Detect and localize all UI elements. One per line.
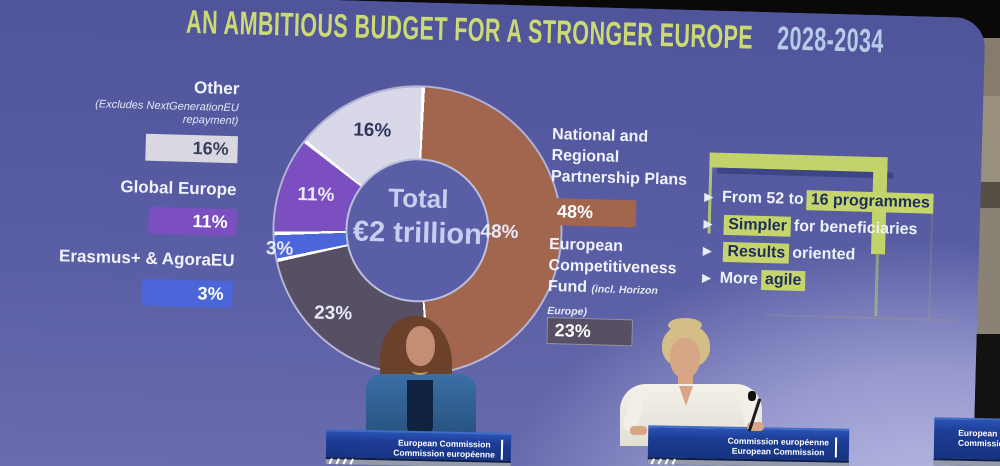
podium-line2: Commission européenne bbox=[393, 447, 495, 460]
podium-right-text: Commission européenne European Commissio… bbox=[727, 436, 829, 458]
legend-value-global-europe: 11% bbox=[148, 206, 237, 237]
podium-left-text: European Commission Commission européenn… bbox=[393, 437, 495, 460]
bullet-list: ▶ From 52 to 16 programmes ▶ Simpler for… bbox=[702, 187, 995, 303]
podium-far-right: European Commission Commission européenn… bbox=[933, 417, 1000, 466]
bullet-arrow-icon: ▶ bbox=[704, 191, 714, 204]
legend-label-global-europe: Global Europe bbox=[120, 176, 237, 200]
speaker-left-necklace bbox=[412, 366, 428, 375]
legend-note-other: (Excludes NextGenerationEU repayment) bbox=[0, 96, 239, 129]
bullet-highlight: agile bbox=[760, 269, 806, 291]
podium-base bbox=[647, 457, 849, 466]
podium-left: European Commission Commission européenn… bbox=[325, 429, 512, 466]
screen-seam-horizontal bbox=[765, 314, 956, 322]
slice-label-11: 11% bbox=[297, 183, 335, 206]
legend-value-erasmus: 3% bbox=[141, 278, 233, 309]
speaker-right-hand-right bbox=[747, 422, 764, 431]
legend-label-competitiveness-fund: European Competitiveness Fund (incl. Hor… bbox=[547, 234, 701, 326]
speaker-left-shirt bbox=[407, 380, 433, 436]
slice-label-3: 3% bbox=[265, 238, 294, 260]
legend-label-other: Other bbox=[193, 78, 240, 99]
bullet-arrow-icon: ▶ bbox=[703, 218, 713, 231]
legend-value-partnership-plans: 48% bbox=[549, 198, 637, 228]
podium-tick-marks bbox=[328, 458, 354, 465]
podium-right: Commission européenne European Commissio… bbox=[647, 425, 850, 466]
speaker-right-neck bbox=[678, 372, 693, 386]
bullet-item: ▶ Simpler for beneficiaries bbox=[703, 214, 993, 241]
bullet-item: ▶ Results oriented bbox=[703, 241, 993, 268]
podium-divider-bar bbox=[834, 437, 838, 458]
bullet-highlight: Results bbox=[723, 241, 790, 264]
bullet-item: ▶ From 52 to 16 programmes bbox=[704, 187, 994, 214]
bullet-arrow-icon: ▶ bbox=[702, 272, 711, 285]
legend-label-partnership-plans: National and Regional Partnership Plans bbox=[550, 126, 688, 189]
slice-label-16: 16% bbox=[352, 119, 392, 142]
podium-tick-marks bbox=[650, 458, 676, 465]
podium-line2: Commission européenne bbox=[957, 437, 1000, 450]
podium-line2: European Commission bbox=[731, 445, 825, 458]
legend-value-competitiveness-fund: 23% bbox=[546, 316, 634, 347]
podium-base bbox=[933, 458, 1000, 466]
speaker-right-hand-left bbox=[630, 426, 647, 435]
slide-title: AN AMBITIOUS BUDGET FOR A STRONGER EUROP… bbox=[185, 3, 754, 57]
podium-far-text: European Commission Commission européenn… bbox=[958, 428, 1000, 450]
legend-label-erasmus: Erasmus+ & AgoraEU bbox=[58, 246, 235, 271]
bullet-item: ▶ More agile bbox=[702, 268, 992, 295]
bullet-post: oriented bbox=[792, 244, 856, 264]
legend-value-other: 16% bbox=[145, 133, 239, 164]
speaker-right-face bbox=[670, 338, 700, 378]
bullet-highlight: Simpler bbox=[723, 214, 792, 237]
bullet-arrow-icon: ▶ bbox=[702, 245, 712, 258]
slice-label-48: 48% bbox=[480, 221, 519, 244]
slice-label-23: 23% bbox=[313, 302, 353, 325]
bullet-highlight: 16 programmes bbox=[806, 189, 935, 214]
bullet-pre: More bbox=[719, 269, 759, 288]
bullet-pre: From 52 to bbox=[721, 188, 804, 208]
slide-title-row: AN AMBITIOUS BUDGET FOR A STRONGER EUROP… bbox=[186, 4, 885, 62]
slide-period: 2028-2034 bbox=[776, 20, 885, 61]
microphone-head-icon bbox=[748, 391, 756, 401]
podium-divider-bar bbox=[500, 439, 504, 460]
speaker-left-face bbox=[406, 326, 435, 366]
bullet-post: for beneficiaries bbox=[793, 217, 918, 238]
